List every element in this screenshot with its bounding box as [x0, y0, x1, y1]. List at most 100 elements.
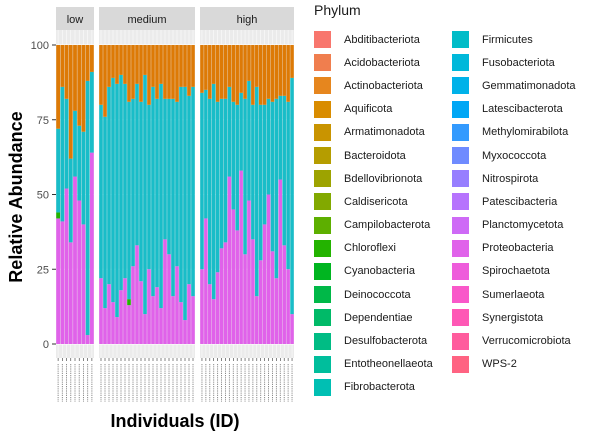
legend-swatch [452, 170, 469, 188]
bar-segment-proteobacteria [77, 200, 82, 344]
bar-segment-firmicutes [262, 104, 267, 225]
bar-segment-proteobacteria [235, 230, 239, 344]
legend-item: Fibrobacterota [314, 376, 452, 399]
legend-swatch [452, 262, 469, 280]
bar-segment-proteobacteria [183, 320, 187, 344]
bar-segment-firmicutes [143, 74, 147, 315]
legend-swatch [314, 332, 331, 350]
bar-segment-actinobacteriota [270, 45, 275, 102]
legend-label: WPS-2 [482, 358, 517, 371]
bar-segment-proteobacteria [179, 302, 183, 344]
bar-segment-proteobacteria [231, 209, 236, 344]
bar-segment-actinobacteriota [255, 45, 259, 87]
legend-label: Cyanobacteria [344, 265, 415, 278]
bar-segment-firmicutes [191, 86, 195, 297]
legend-swatch [452, 332, 469, 350]
bar-segment-actinobacteriota [274, 45, 279, 99]
legend-label: Entotheonellaeota [344, 358, 433, 371]
facet-strip [200, 7, 294, 30]
y-tick-label: 75 [37, 115, 49, 127]
bar-segment-chloroflexi [127, 299, 131, 306]
bar-segment-firmicutes [163, 98, 167, 240]
bar-segment-firmicutes [64, 98, 69, 189]
legend-item: Chloroflexi [314, 237, 452, 260]
bar-segment-firmicutes [60, 86, 65, 222]
bar-segment-actinobacteriota [200, 45, 204, 93]
bar-segment-actinobacteriota [179, 45, 183, 87]
legend-swatch [314, 262, 331, 280]
legend-swatch [452, 239, 469, 257]
bar-segment-proteobacteria [56, 218, 61, 344]
legend-label: Nitrospirota [482, 172, 539, 185]
bar-segment-proteobacteria [266, 194, 271, 344]
bar-segment-proteobacteria [85, 335, 90, 344]
bar-segment-firmicutes [290, 77, 294, 315]
legend-label: Armatimonadota [344, 126, 425, 139]
bar-segment-firmicutes [147, 104, 151, 270]
legend-swatch [314, 31, 331, 49]
bar-segment-proteobacteria [107, 284, 111, 344]
legend-label: Fusobacteriota [482, 56, 555, 69]
bar-segment-actinobacteriota [131, 45, 135, 99]
bar-segment-actinobacteriota [77, 45, 82, 126]
legend-label: Bdellovibrionota [344, 172, 423, 185]
bar-segment-actinobacteriota [60, 45, 65, 87]
bar-segment-actinobacteriota [227, 45, 232, 87]
bar-segment-proteobacteria [99, 278, 103, 344]
bar-segment-proteobacteria [147, 269, 151, 344]
bar-segment-actinobacteriota [119, 45, 123, 75]
bar-segment-firmicutes [274, 98, 279, 279]
bar-segment-proteobacteria [204, 218, 208, 344]
legend-label: Sumerlaeota [482, 288, 545, 301]
bar-segment-proteobacteria [111, 302, 115, 344]
bar-segment-firmicutes [135, 83, 139, 246]
bar-segment-proteobacteria [247, 200, 251, 344]
bar-segment-actinobacteriota [219, 45, 224, 99]
y-axis: 0 25 50 75 100 [31, 40, 56, 351]
legend-column: Abditibacteriota Acidobacteriota Actinobac… [314, 28, 452, 399]
legend-swatch [314, 378, 331, 396]
bar-segment-firmicutes [231, 101, 236, 210]
legend-item: Bacteroidota [314, 144, 452, 167]
legend-label: Actinobacteriota [344, 79, 423, 92]
bar-segment-firmicutes [208, 98, 212, 285]
bar-segment-actinobacteriota [139, 45, 143, 102]
bar-segment-proteobacteria [151, 296, 155, 344]
bar-segment-firmicutes [107, 86, 111, 285]
bar-segment-proteobacteria [227, 176, 232, 344]
legend-swatch [452, 193, 469, 211]
legend: Phylum Abditibacteriota Acidobacteriota Ac… [314, 2, 592, 399]
bar-segment-proteobacteria [135, 245, 139, 344]
bar-segment-firmicutes [127, 101, 131, 300]
bar-segment-proteobacteria [215, 272, 220, 344]
bar-segment-firmicutes [89, 71, 94, 153]
legend-swatch [452, 123, 469, 141]
legend-swatch [314, 286, 331, 304]
legend-item: Armatimonadota [314, 121, 452, 144]
bar-segment-firmicutes [251, 104, 255, 240]
bar-segment-actinobacteriota [266, 45, 271, 99]
legend-item: Latescibacterota [452, 98, 590, 121]
legend-item: Proteobacteria [452, 237, 590, 260]
legend-label: Desulfobacterota [344, 335, 428, 348]
bar-segment-proteobacteria [258, 260, 263, 344]
legend-item: Nitrospirota [452, 167, 590, 190]
bar-segment-proteobacteria [282, 245, 286, 344]
bar-segment-actinobacteriota [123, 45, 127, 84]
bar-segment-actinobacteriota [251, 45, 255, 105]
legend-item: Caldisericota [314, 190, 452, 213]
bar-segment-firmicutes [211, 83, 216, 300]
bar-segment-proteobacteria [73, 176, 77, 344]
legend-item: Sumerlaeota [452, 283, 590, 306]
bar-segment-proteobacteria [81, 224, 86, 344]
legend-swatch [452, 286, 469, 304]
bar-segment-proteobacteria [163, 239, 167, 344]
bar-segment-proteobacteria [68, 242, 73, 344]
bar-segment-firmicutes [131, 98, 135, 267]
legend-label: Aquificota [344, 103, 393, 116]
bar-segment-firmicutes [81, 131, 86, 225]
bar-segment-proteobacteria [274, 278, 279, 344]
legend-label: Fibrobacterota [344, 381, 415, 394]
y-tick-label: 100 [31, 40, 49, 52]
legend-columns: Abditibacteriota Acidobacteriota Actinobac… [314, 28, 592, 399]
